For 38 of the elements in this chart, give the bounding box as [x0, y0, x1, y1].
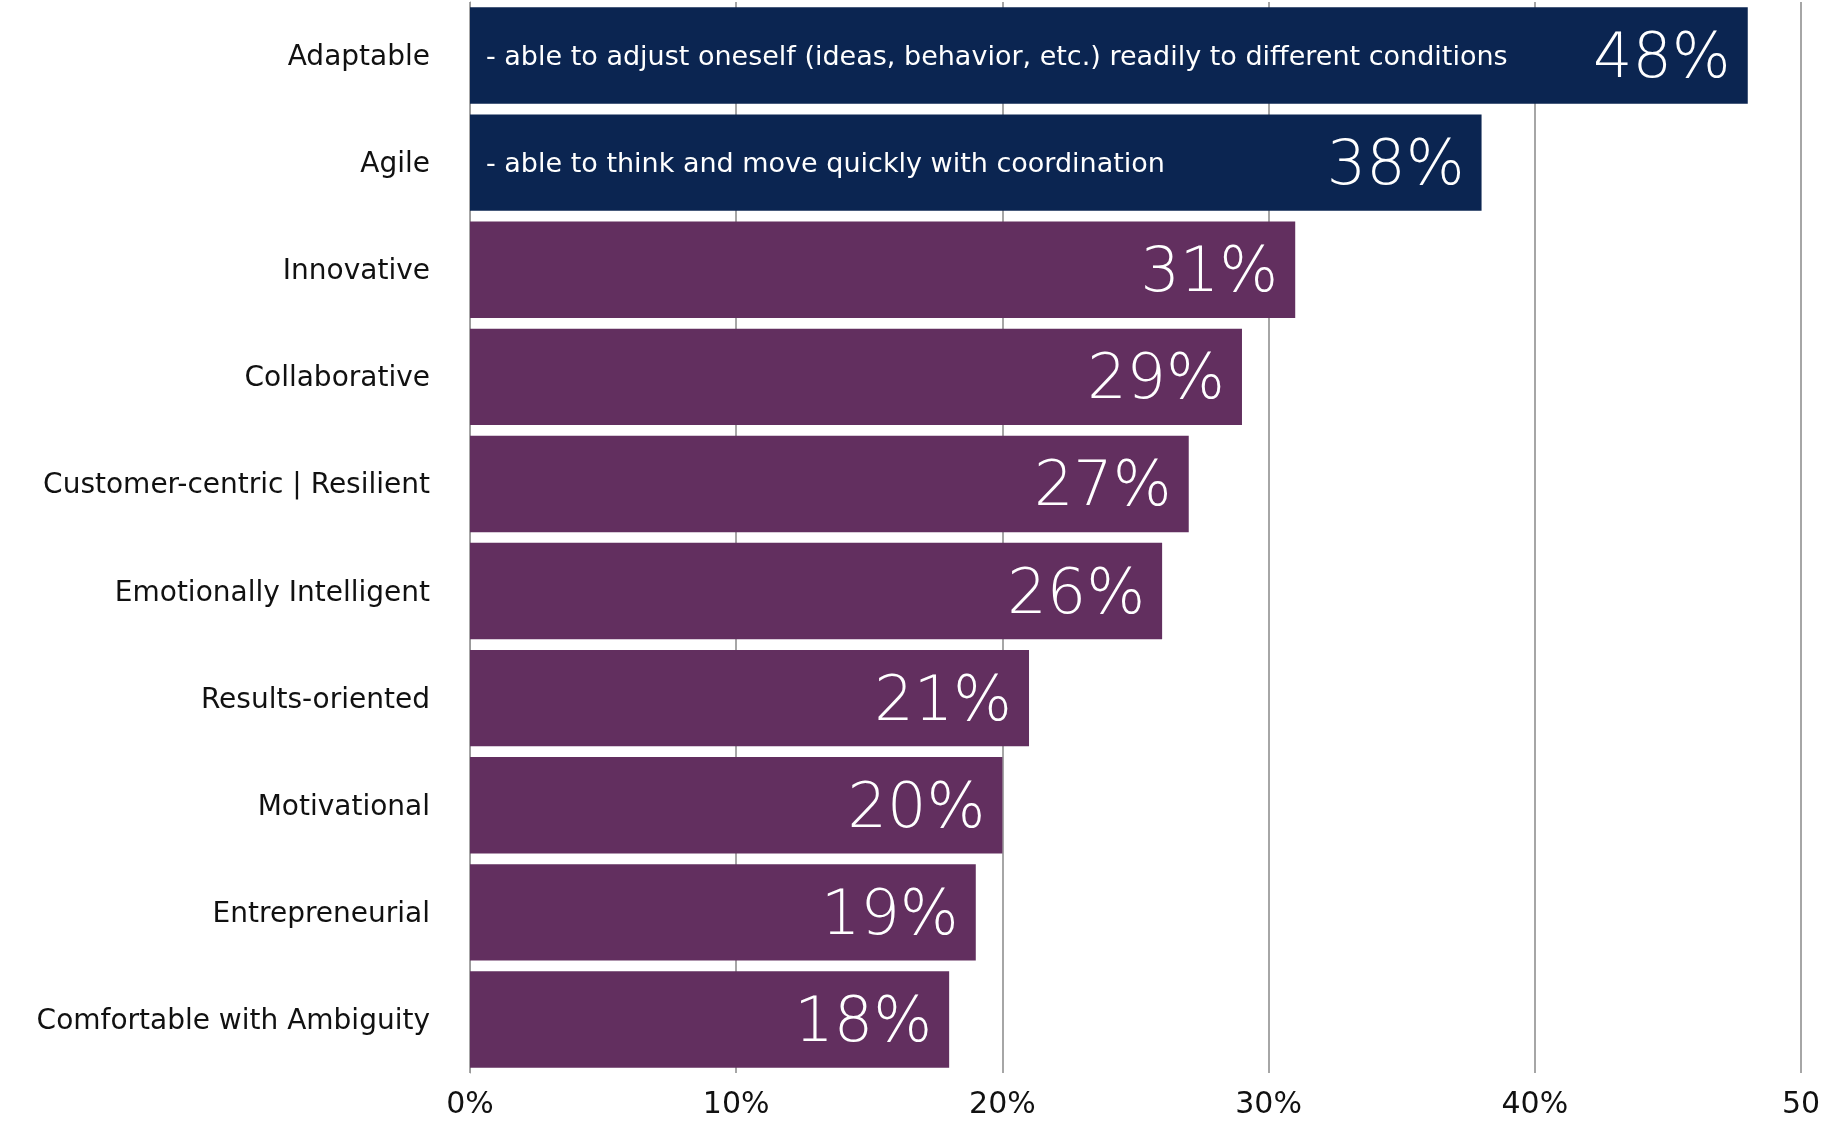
bar — [470, 435, 1189, 533]
data-label: 18% — [794, 982, 933, 1056]
annotation: - able to think and move quickly with coordination — [486, 147, 1165, 179]
x-tick-label: 40% — [1501, 1084, 1569, 1120]
y-tick-label: Agile — [360, 146, 430, 180]
annotation: - able to adjust oneself (ideas, behavior, etc.) readily to different conditions — [486, 40, 1508, 72]
y-tick-label: Collaborative — [244, 360, 430, 394]
bar — [470, 221, 1296, 318]
y-tick-label: Emotionally Intelligent — [114, 574, 431, 608]
data-label: 48% — [1592, 19, 1731, 93]
y-tick-label: Results-oriented — [200, 681, 430, 715]
x-tick-label: 50 — [1781, 1084, 1821, 1120]
x-tick-label: 30% — [1235, 1084, 1302, 1120]
bar — [470, 757, 1003, 854]
bar — [470, 542, 1163, 640]
y-tick-label: Adaptable — [287, 39, 430, 73]
y-tick-label: Customer-centric | Resilient — [43, 467, 431, 501]
data-label: 27% — [1033, 447, 1172, 521]
x-tick-label: 0% — [446, 1084, 494, 1120]
data-label: 19% — [820, 875, 959, 949]
y-tick-label: Entrepreneurial — [212, 895, 430, 929]
data-label: 20% — [847, 768, 986, 842]
data-label: 29% — [1087, 340, 1225, 414]
bar — [470, 971, 950, 1068]
bar — [470, 328, 1242, 426]
y-tick-label: Innovative — [282, 253, 430, 287]
x-tick-label: 20% — [969, 1084, 1036, 1120]
bar — [470, 864, 976, 961]
bar — [470, 7, 1748, 104]
data-label: 38% — [1326, 126, 1465, 200]
data-label: 31% — [1140, 233, 1279, 307]
x-tick-label: 10% — [702, 1084, 770, 1120]
bar — [470, 649, 1030, 747]
data-label: 26% — [1007, 554, 1146, 628]
data-label: 21% — [874, 661, 1013, 735]
y-tick-label: Comfortable with Ambiguity — [36, 1002, 430, 1036]
bar — [470, 114, 1482, 211]
y-tick-label: Motivational — [257, 788, 430, 822]
